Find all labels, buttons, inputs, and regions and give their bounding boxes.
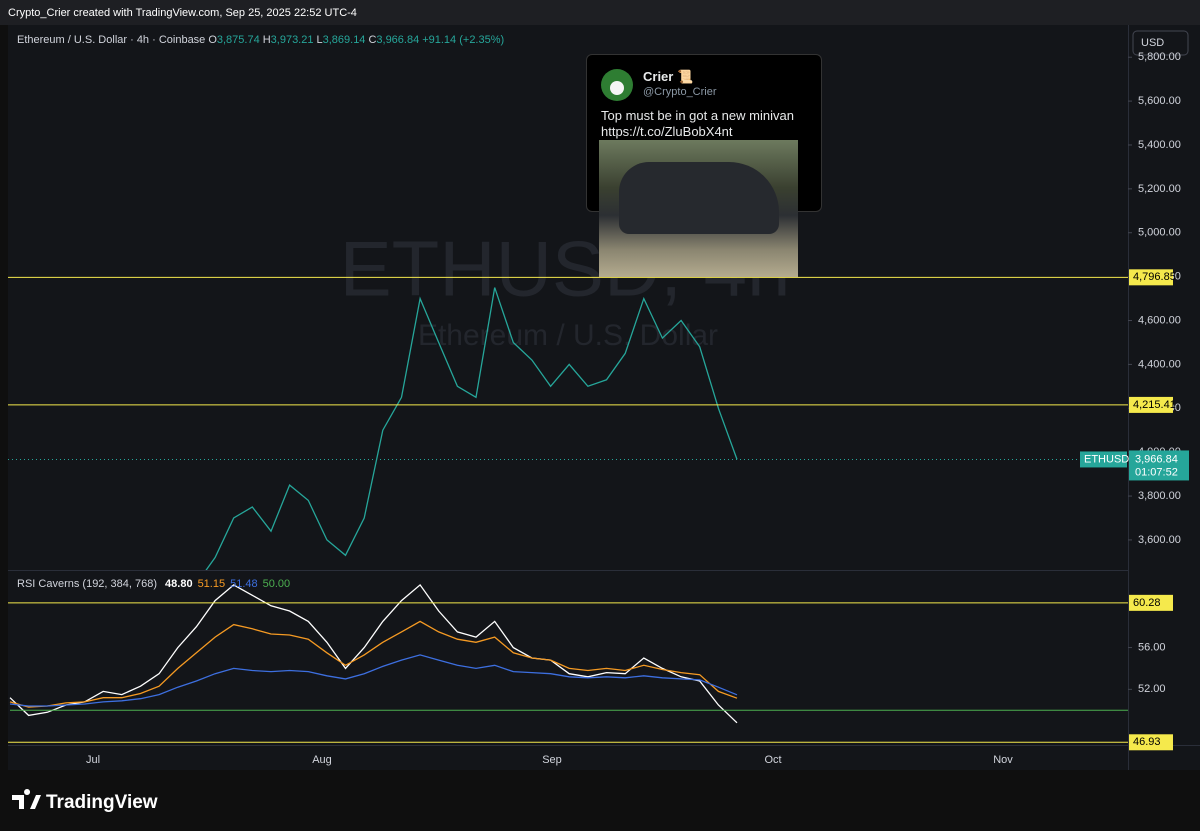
y-tick-label: 3,800.00	[1138, 490, 1181, 502]
caption: Crypto_Crier created with TradingView.co…	[8, 7, 357, 19]
level-label: 4,796.85	[1133, 271, 1176, 283]
symbol-tag: ETHUSD	[1084, 453, 1129, 465]
level-label-bg	[1129, 734, 1173, 751]
currency: USD	[1141, 37, 1164, 49]
pane	[9, 583, 1128, 724]
countdown: 01:07:52	[1135, 466, 1178, 478]
currency-button[interactable]	[1132, 30, 1189, 56]
pane	[205, 287, 738, 570]
series-line	[205, 287, 738, 570]
y-tick-label: 4,600.00	[1138, 314, 1181, 326]
tweet-body: Top must be in got a new minivan https:/…	[601, 108, 816, 140]
y-tick-label: 3,600.00	[1138, 534, 1181, 546]
brand: TradingView	[46, 792, 158, 813]
tweet-link[interactable]: https://t.co/ZluBobX4nt	[601, 124, 733, 139]
ohlc-key: C	[368, 34, 376, 46]
y-tick-label: 5,200.00	[1138, 183, 1181, 195]
tweet-card[interactable]: Crier 📜 @Crypto_Crier Top must be in got…	[586, 54, 822, 277]
ohlc-value: 3,869.14	[323, 34, 366, 46]
indicator-title: RSI Caverns (192, 384, 768)	[17, 578, 157, 590]
ohlc-value: 3,973.21	[271, 34, 314, 46]
y-tick-label: 4,400.00	[1138, 358, 1181, 370]
watermark-description: Ethereum / U.S. Dollar	[418, 319, 718, 352]
price-change: +91.14 (+2.35%)	[422, 34, 504, 46]
series-line	[9, 583, 738, 724]
y-tick-label: 5,400.00	[1138, 139, 1181, 151]
y-tick-label: 5,000.00	[1138, 227, 1181, 239]
avatar	[601, 69, 633, 101]
logo-mark	[12, 789, 41, 809]
x-tick-label: Sep	[542, 754, 562, 766]
y-tick-label: 56.00	[1138, 641, 1166, 653]
tradingview-logo	[12, 789, 41, 809]
ohlc-value: 3,875.74	[217, 34, 260, 46]
y-tick-label: 52.00	[1138, 683, 1166, 695]
level-label: 46.93	[1133, 736, 1161, 748]
last-price-label: 3,966.84	[1135, 453, 1178, 465]
symbol-legend: Ethereum / U.S. Dollar · 4h · Coinbase O 3…	[17, 34, 504, 46]
x-tick-label: Aug	[312, 754, 332, 766]
footer	[0, 770, 1200, 831]
indicator-value: 48.80	[165, 578, 193, 590]
y-tick-label: 5,600.00	[1138, 95, 1181, 107]
series-line	[9, 654, 738, 707]
indicator-value: 51.15	[198, 578, 226, 590]
ohlc-key: L	[316, 34, 322, 46]
x-tick-label: Jul	[86, 754, 100, 766]
indicator-value: 50.00	[263, 578, 291, 590]
x-tick-label: Nov	[993, 754, 1013, 766]
level-label: 60.28	[1133, 597, 1161, 609]
indicator-value: 51.48	[230, 578, 258, 590]
y-tick-label: 5,800.00	[1138, 51, 1181, 63]
ohlc-key: O	[208, 34, 217, 46]
tweet-author: Crier 📜	[643, 69, 694, 84]
level-label-bg	[1129, 269, 1173, 286]
level-label-bg	[1129, 396, 1173, 413]
x-tick-label: Oct	[764, 754, 781, 766]
tweet-text: Top must be in got a new minivan	[601, 108, 794, 123]
tweet-handle: @Crypto_Crier	[643, 86, 717, 98]
series-line	[9, 620, 738, 708]
ohlc-key: H	[263, 34, 271, 46]
level-label: 4,215.41	[1133, 399, 1176, 411]
ohlc-value: 3,966.84	[376, 34, 419, 46]
symbol-tag-bg	[1080, 451, 1127, 468]
symbol-name: Ethereum / U.S. Dollar · 4h · Coinbase	[17, 34, 205, 46]
level-label-bg	[1129, 594, 1173, 611]
caption-bar	[0, 0, 1200, 25]
tweet-image	[599, 140, 798, 277]
last-price-bg	[1129, 450, 1189, 481]
